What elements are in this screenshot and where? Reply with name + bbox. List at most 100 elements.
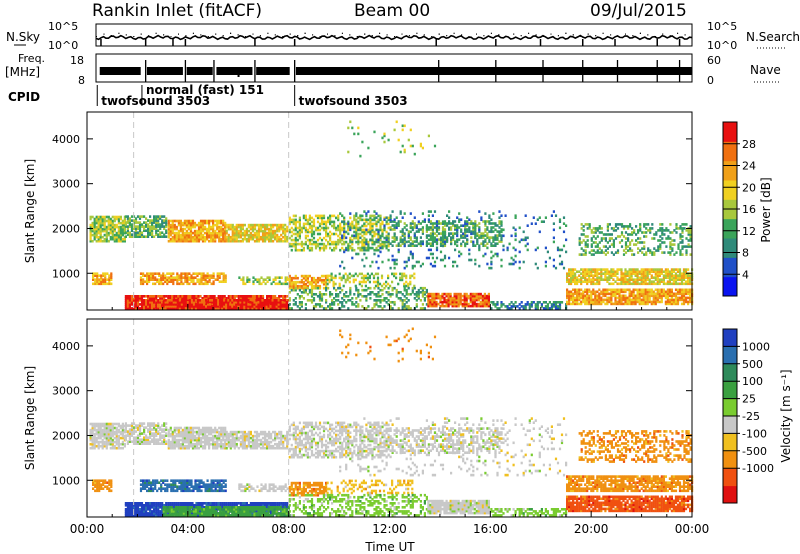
range-time-cell: [147, 295, 150, 298]
range-time-cell: [582, 229, 585, 232]
range-time-cell: [320, 295, 324, 298]
range-time-cell: [280, 282, 283, 286]
range-time-cell: [165, 219, 168, 222]
range-time-cell: [435, 222, 439, 225]
range-time-cell: [588, 278, 591, 281]
range-time-cell: [203, 297, 206, 300]
range-time-cell: [189, 295, 192, 298]
range-time-cell: [201, 235, 205, 239]
range-time-cell: [393, 274, 396, 278]
range-time-cell: [598, 251, 601, 254]
range-time-cell: [240, 278, 243, 281]
range-time-cell: [267, 303, 270, 306]
range-time-cell: [167, 223, 170, 227]
range-time-cell: [195, 233, 199, 237]
range-time-cell: [178, 278, 181, 281]
noise-search-dot: [371, 35, 373, 37]
range-time-cell: [302, 224, 305, 228]
range-time-cell: [335, 299, 338, 302]
range-time-cell: [468, 222, 471, 225]
range-time-cell: [596, 243, 599, 246]
range-time-cell: [584, 223, 587, 226]
range-time-cell: [612, 245, 615, 248]
range-time-cell: [439, 296, 442, 300]
range-time-cell: [661, 251, 664, 254]
range-time-cell: [656, 294, 659, 298]
range-time-cell: [405, 288, 408, 292]
range-time-cell: [325, 228, 328, 232]
range-time-cell: [371, 224, 374, 228]
range-time-cell: [654, 300, 657, 304]
range-time-cell: [628, 282, 631, 286]
range-time-cell: [268, 223, 271, 227]
range-time-cell: [486, 226, 489, 229]
range-time-cell: [306, 274, 309, 278]
range-time-cell: [405, 291, 408, 294]
range-time-cell: [484, 228, 487, 231]
range-time-cell: [314, 244, 318, 248]
range-time-cell: [417, 291, 420, 294]
noise-left-label: N.Sky: [6, 30, 40, 44]
range-time-cell: [196, 280, 199, 283]
range-time-cell: [433, 300, 436, 304]
range-time-cell: [347, 228, 350, 232]
range-time-cell: [632, 296, 635, 300]
range-time-cell: [189, 237, 193, 241]
range-time-cell: [292, 220, 295, 224]
range-time-cell: [669, 247, 672, 250]
range-time-cell: [357, 232, 360, 236]
range-time-cell: [288, 278, 291, 282]
range-time-cell: [675, 225, 678, 228]
range-time-cell: [183, 227, 186, 231]
range-time-cell: [176, 307, 179, 310]
range-time-cell: [628, 292, 631, 296]
range-time-cell: [134, 305, 138, 308]
range-time-cell: [454, 220, 457, 223]
range-time-cell: [634, 270, 637, 273]
range-time-cell: [673, 239, 676, 242]
range-time-cell: [196, 299, 200, 302]
range-time-cell: [209, 299, 212, 302]
range-time-cell: [369, 214, 372, 218]
range-time-cell: [474, 228, 477, 231]
range-time-cell: [322, 216, 326, 220]
range-time-cell: [316, 280, 320, 284]
range-time-cell: [453, 304, 456, 308]
range-time-cell: [592, 231, 595, 234]
range-time-cell: [326, 282, 329, 286]
range-time-cell: [161, 235, 164, 238]
range-time-cell: [618, 268, 621, 271]
range-time-cell: [298, 218, 301, 222]
range-time-cell: [308, 246, 311, 250]
range-time-cell: [413, 224, 416, 227]
range-time-cell: [173, 223, 176, 227]
range-time-cell: [429, 304, 432, 308]
range-time-cell: [485, 298, 488, 302]
range-time-cell: [102, 272, 105, 275]
range-time-cell: [676, 288, 680, 292]
range-time-cell: [286, 295, 289, 298]
range-time-cell: [624, 290, 627, 294]
range-time-cell: [666, 276, 669, 279]
range-time-cell: [229, 307, 232, 310]
range-time-cell: [453, 300, 456, 304]
range-time-cell: [506, 305, 509, 308]
range-time-cell: [138, 225, 142, 228]
range-time-cell: [219, 303, 222, 306]
range-time-cell: [126, 295, 129, 298]
range-time-cell: [450, 240, 453, 243]
range-time-cell: [296, 232, 299, 236]
range-time-cell: [435, 302, 438, 306]
range-time-cell: [320, 280, 324, 284]
range-time-cell: [465, 298, 468, 302]
range-time-cell: [371, 230, 374, 234]
range-time-cell: [140, 305, 144, 308]
range-time-cell: [328, 278, 331, 282]
range-time-cell: [471, 296, 474, 300]
range-time-cell: [620, 288, 623, 292]
range-time-cell: [276, 235, 279, 239]
range-time-cell: [592, 280, 595, 283]
range-time-cell: [439, 232, 443, 235]
range-time-cell: [205, 299, 208, 302]
range-time-cell: [247, 303, 250, 306]
